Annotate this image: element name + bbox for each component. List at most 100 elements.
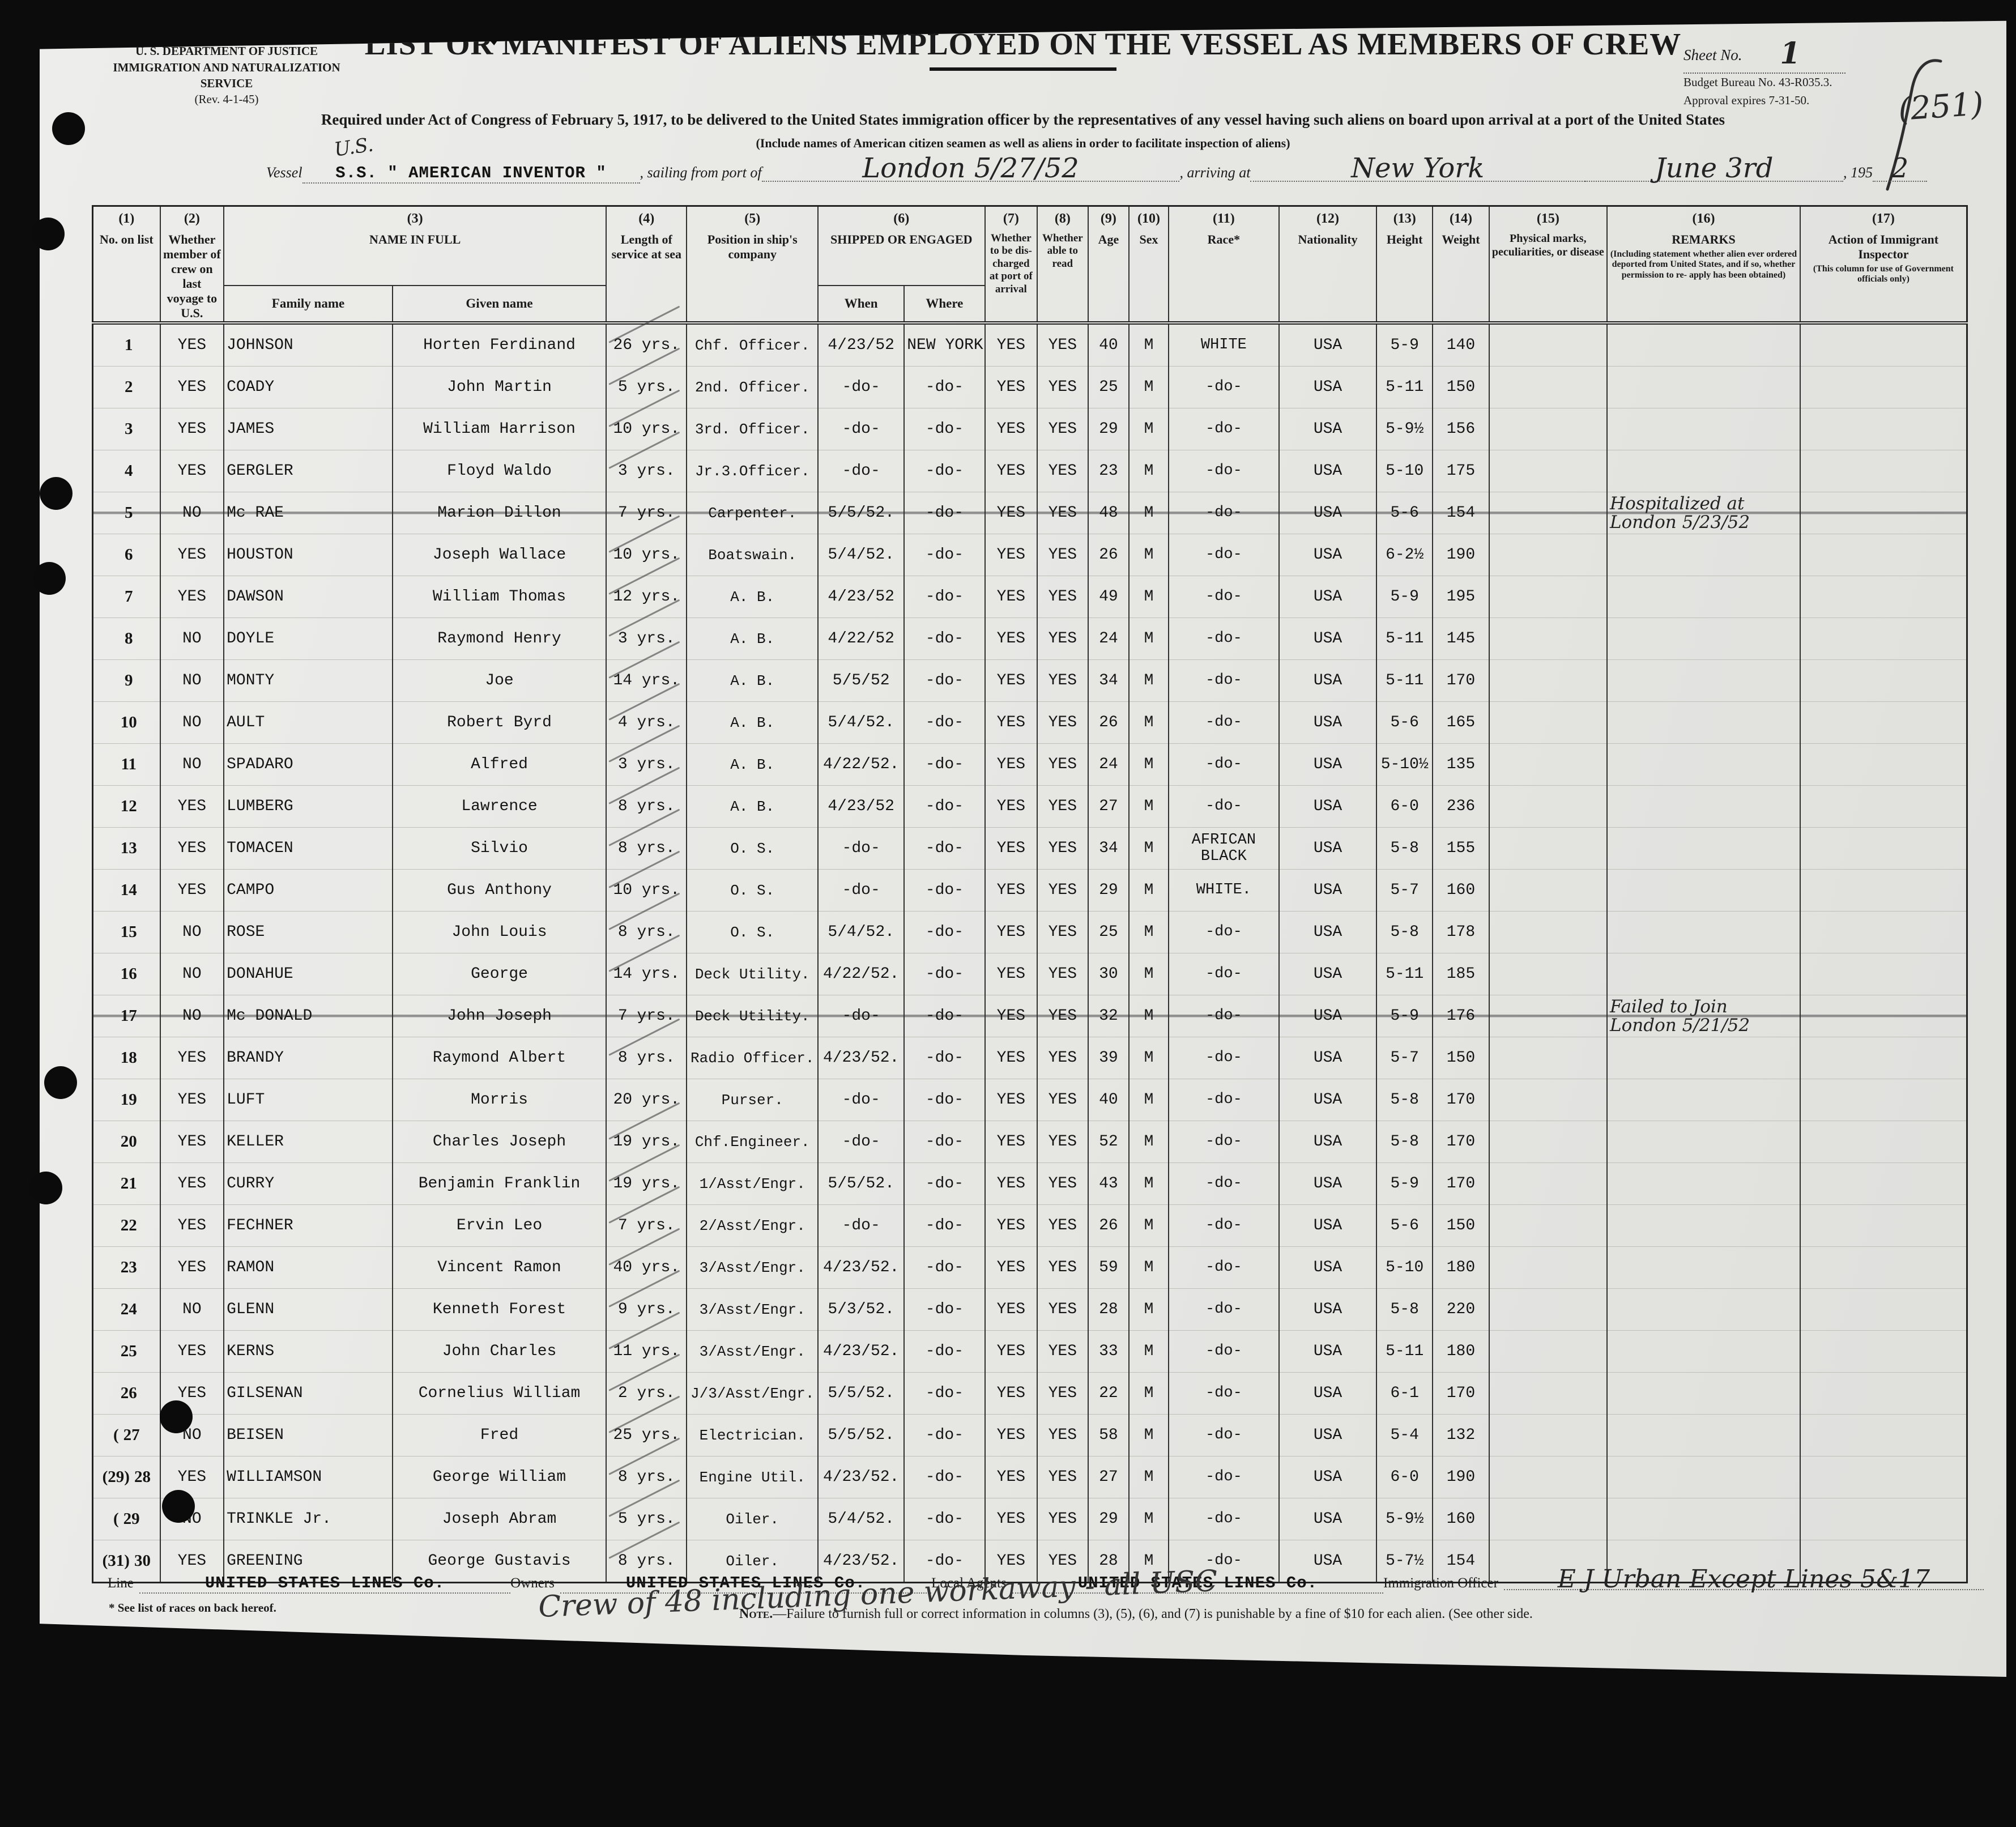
cell-shipped-when: 5/4/52.	[817, 701, 905, 744]
cell-member-last-voyage: YES	[159, 366, 225, 408]
cell-whether-discharged: YES	[984, 659, 1038, 702]
cell-member-last-voyage: NO	[159, 743, 225, 786]
cell-given-name: Horten Ferdinand	[391, 323, 607, 367]
cell-remarks	[1606, 1079, 1801, 1121]
cell-age: 49	[1087, 576, 1130, 618]
cell-weight: 195	[1432, 576, 1490, 618]
cell-sex: M	[1128, 785, 1169, 828]
cell-given-name: Floyd Waldo	[391, 450, 607, 492]
cell-inspector-action	[1799, 450, 1968, 492]
cell-sex: M	[1128, 659, 1169, 702]
cell-row-number: 11	[92, 743, 161, 786]
cell-position: Chf.Engineer.	[686, 1121, 819, 1163]
cell-given-name: Raymond Albert	[391, 1037, 607, 1079]
cell-inspector-action	[1799, 785, 1968, 828]
cell-length-of-service: 8 yrs.	[606, 1540, 688, 1583]
cell-remarks	[1606, 701, 1801, 744]
cell-whether-discharged: YES	[984, 576, 1038, 618]
cell-height: 5-9	[1376, 323, 1434, 367]
cell-physical-marks	[1488, 366, 1608, 408]
header-family-name: Family name	[223, 285, 393, 325]
cell-whether-discharged: YES	[984, 1372, 1038, 1415]
cell-row-number: 17	[92, 995, 161, 1037]
cell-shipped-when: 4/23/52.	[817, 1330, 905, 1373]
cell-age: 33	[1087, 1330, 1130, 1373]
cell-member-last-voyage: YES	[159, 1330, 225, 1373]
cell-shipped-where: -do-	[903, 1037, 986, 1079]
cell-remarks	[1606, 366, 1801, 408]
cell-position: Oiler.	[686, 1540, 819, 1583]
cell-member-last-voyage: YES	[159, 534, 225, 576]
cell-whether-discharged: YES	[984, 1121, 1038, 1163]
paper-tear-mark	[467, 15, 516, 45]
cell-sex: M	[1128, 995, 1169, 1037]
cell-shipped-when: 4/23/52	[817, 785, 905, 828]
cell-shipped-when: 5/5/52.	[817, 1372, 905, 1415]
cell-inspector-action	[1799, 1456, 1968, 1498]
cell-physical-marks	[1488, 995, 1608, 1037]
cell-shipped-where: -do-	[903, 617, 986, 660]
cell-member-last-voyage: NO	[159, 911, 225, 953]
cell-inspector-action	[1799, 1498, 1968, 1540]
cell-remarks	[1606, 408, 1801, 450]
cell-family-name: WILLIAMSON	[223, 1456, 393, 1498]
cell-shipped-where: -do-	[903, 1414, 986, 1457]
required-statement: Required under Act of Congress of Februa…	[321, 111, 1725, 128]
cell-inspector-action	[1799, 408, 1968, 450]
cell-nationality: USA	[1278, 1456, 1378, 1498]
cell-shipped-where: -do-	[903, 1204, 986, 1247]
cell-shipped-when: -do-	[817, 450, 905, 492]
cell-inspector-action	[1799, 659, 1968, 702]
cell-family-name: CAMPO	[223, 869, 393, 912]
cell-remarks	[1606, 450, 1801, 492]
cell-shipped-where: -do-	[903, 492, 986, 534]
cell-row-number: 8	[92, 617, 161, 660]
cell-sex: M	[1128, 701, 1169, 744]
cell-physical-marks	[1488, 1498, 1608, 1540]
cell-inspector-action	[1799, 911, 1968, 953]
cell-shipped-where: -do-	[903, 869, 986, 912]
cell-row-number: 22	[92, 1204, 161, 1247]
cell-shipped-when: 4/23/52.	[817, 1456, 905, 1498]
include-statement: (Include names of American citizen seame…	[756, 136, 1290, 150]
cell-family-name: GILSENAN	[223, 1372, 393, 1415]
cell-shipped-when: -do-	[817, 869, 905, 912]
cell-age: 29	[1087, 1498, 1130, 1540]
cell-sex: M	[1128, 953, 1169, 995]
cell-given-name: George	[391, 953, 607, 995]
cell-whether-discharged: YES	[984, 1498, 1038, 1540]
cell-position: Engine Util.	[686, 1456, 819, 1498]
cell-family-name: AULT	[223, 701, 393, 744]
cell-given-name: Joseph Wallace	[391, 534, 607, 576]
cell-row-number: 6	[92, 534, 161, 576]
cell-nationality: USA	[1278, 1037, 1378, 1079]
cell-inspector-action	[1799, 323, 1968, 367]
cell-age: 30	[1087, 953, 1130, 995]
cell-height: 6-0	[1376, 785, 1434, 828]
table-row: 10 NO AULT Robert Byrd 4 yrs. A. B. 5/4/…	[92, 701, 1968, 744]
cell-height: 6-0	[1376, 1456, 1434, 1498]
header-position: (5) Position in ship's company	[686, 206, 819, 325]
cell-shipped-where: -do-	[903, 534, 986, 576]
cell-height: 5-11	[1376, 366, 1434, 408]
cell-given-name: John Louis	[391, 911, 607, 953]
cell-race: -do-	[1167, 743, 1280, 786]
cell-whether-able-to-read: YES	[1037, 743, 1089, 786]
cell-length-of-service: 19 yrs.	[606, 1121, 688, 1163]
cell-sex: M	[1128, 408, 1169, 450]
cell-given-name: Lawrence	[391, 785, 607, 828]
cell-sex: M	[1128, 1121, 1169, 1163]
cell-height: 6-1	[1376, 1372, 1434, 1415]
cell-position: Jr.3.Officer.	[686, 450, 819, 492]
cell-race: -do-	[1167, 576, 1280, 618]
cell-nationality: USA	[1278, 366, 1378, 408]
cell-sex: M	[1128, 1498, 1169, 1540]
cell-weight: 160	[1432, 869, 1490, 912]
cell-whether-able-to-read: YES	[1037, 1372, 1089, 1415]
header-nationality: (12) Nationality	[1278, 206, 1378, 325]
cell-inspector-action	[1799, 366, 1968, 408]
cell-weight: 170	[1432, 1372, 1490, 1415]
table-row: 21 YES CURRY Benjamin Franklin 19 yrs. 1…	[92, 1162, 1968, 1205]
cell-length-of-service: 2 yrs.	[606, 1372, 688, 1415]
cell-length-of-service: 9 yrs.	[606, 1288, 688, 1331]
